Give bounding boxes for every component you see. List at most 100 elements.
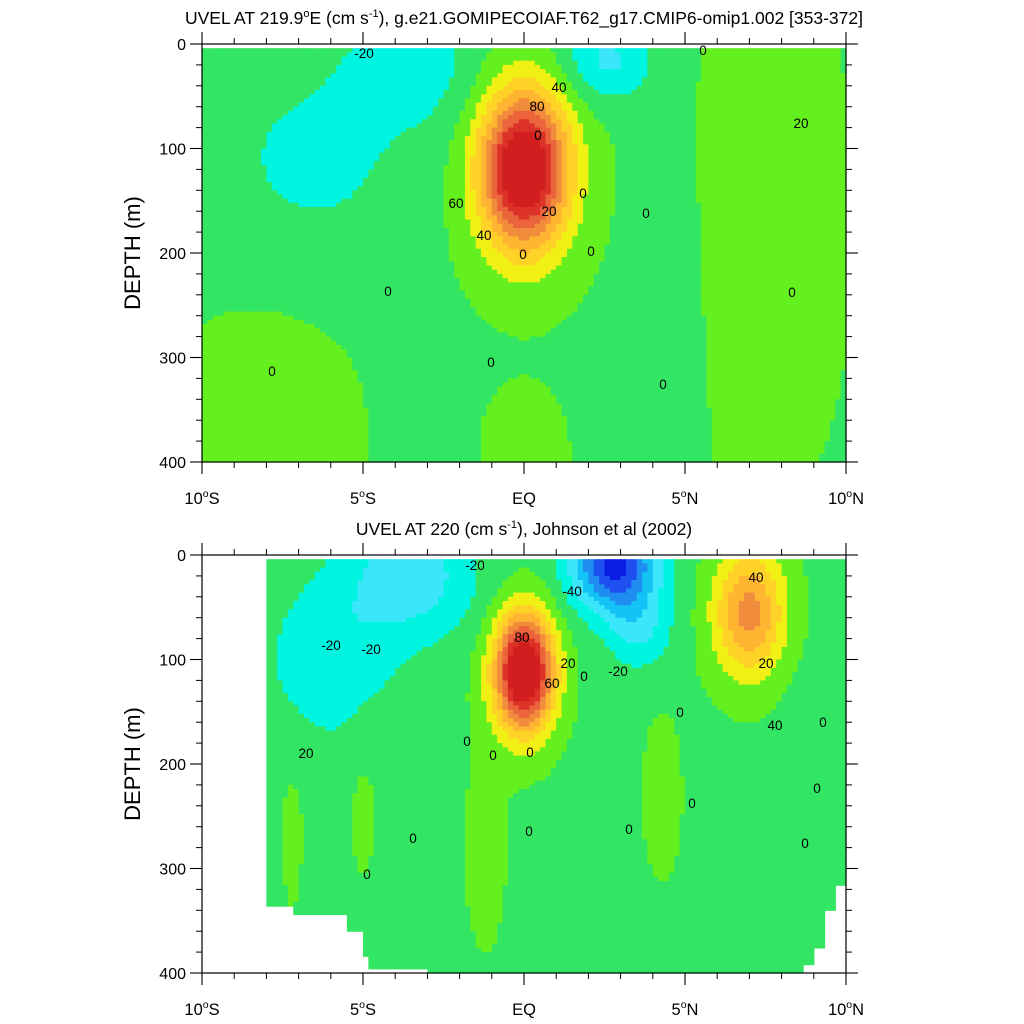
heat-cell <box>250 144 257 150</box>
heat-cell <box>432 81 439 87</box>
heat-cell <box>443 361 450 367</box>
heat-cell <box>357 48 364 53</box>
heat-cell <box>255 420 262 425</box>
heat-cell <box>244 215 251 221</box>
heat-cell <box>373 399 380 405</box>
heat-cell <box>427 370 434 375</box>
heat-cell <box>443 298 450 304</box>
heat-cell <box>309 177 316 183</box>
heat-cell <box>464 81 471 87</box>
heat-cell <box>432 215 439 221</box>
heat-cell <box>438 403 445 409</box>
heat-cell <box>239 265 246 271</box>
heat-cell <box>427 194 434 200</box>
heat-cell <box>330 177 337 183</box>
heat-cell <box>309 449 316 455</box>
heat-cell <box>320 395 327 400</box>
heat-cell <box>287 177 294 183</box>
heat-cell <box>212 64 219 70</box>
heat-cell <box>346 420 353 425</box>
heat-cell <box>228 298 235 304</box>
heat-cell <box>309 144 316 150</box>
heat-cell <box>293 244 300 250</box>
heat-cell <box>234 102 241 108</box>
heat-cell <box>427 436 434 442</box>
heat-cell <box>379 282 386 288</box>
heat-cell <box>223 60 230 66</box>
heat-cell <box>271 190 278 196</box>
heat-cell <box>346 370 353 375</box>
heat-cell <box>443 399 450 405</box>
heat-cell <box>271 56 278 62</box>
heat-cell <box>395 340 402 346</box>
heat-cell <box>234 265 241 271</box>
heat-cell <box>303 328 310 334</box>
heat-cell <box>287 202 294 208</box>
heat-cell <box>202 273 208 279</box>
heat-cell <box>303 428 310 434</box>
heat-cell <box>239 156 246 162</box>
heat-cell <box>212 261 219 267</box>
heat-cell <box>293 365 300 371</box>
heat-cell <box>341 453 348 459</box>
heat-cell <box>298 177 305 183</box>
heat-cell <box>352 161 359 166</box>
heat-cell <box>212 69 219 74</box>
heat-cell <box>223 177 230 183</box>
heat-cell <box>341 131 348 137</box>
heat-cell <box>293 374 300 379</box>
heat-cell <box>244 73 251 79</box>
heat-cell <box>411 135 418 141</box>
heat-cell <box>298 441 305 446</box>
heat-cell <box>287 378 294 384</box>
heat-cell <box>379 207 386 212</box>
heat-cell <box>368 390 375 396</box>
heat-cell <box>266 148 273 154</box>
heat-cell <box>336 386 343 392</box>
heat-cell <box>341 286 348 292</box>
heat-cell <box>266 332 273 338</box>
heat-cell <box>454 123 461 129</box>
heat-cell <box>464 219 471 225</box>
heat-cell <box>363 161 369 166</box>
heat-cell <box>282 286 289 292</box>
heat-cell <box>438 89 445 95</box>
heat-cell <box>282 119 289 125</box>
heat-cell <box>352 365 359 371</box>
heat-cell <box>379 81 386 87</box>
heat-cell <box>202 207 208 212</box>
heat-cell <box>384 261 391 267</box>
heat-cell <box>438 198 445 204</box>
heat-cell <box>266 173 273 179</box>
heat-cell <box>207 194 214 200</box>
heat-cell <box>422 48 428 53</box>
heat-cell <box>432 119 439 125</box>
heat-cell <box>443 386 450 392</box>
heat-cell <box>320 290 327 296</box>
heat-cell <box>207 77 214 83</box>
heat-cell <box>320 282 327 288</box>
heat-cell <box>218 127 225 133</box>
heat-cell <box>422 156 428 162</box>
heat-cell <box>400 85 407 91</box>
heat-cell <box>207 386 214 392</box>
heat-cell <box>234 169 241 175</box>
heat-cell <box>373 169 380 175</box>
heat-cell <box>228 407 235 413</box>
heat-cell <box>207 169 214 175</box>
heat-cell <box>395 399 402 405</box>
heat-cell <box>277 328 284 334</box>
heat-cell <box>336 436 343 442</box>
heat-cell <box>266 60 273 66</box>
heat-cell <box>287 236 294 242</box>
heat-cell <box>438 298 445 304</box>
heat-cell <box>244 110 251 116</box>
heat-cell <box>277 365 284 371</box>
heat-cell <box>368 52 375 58</box>
heat-cell <box>202 77 208 83</box>
heat-cell <box>411 69 418 74</box>
heat-cell <box>320 399 327 405</box>
heat-cell <box>411 303 418 308</box>
heat-cell <box>459 286 466 292</box>
heat-cell <box>357 428 364 434</box>
